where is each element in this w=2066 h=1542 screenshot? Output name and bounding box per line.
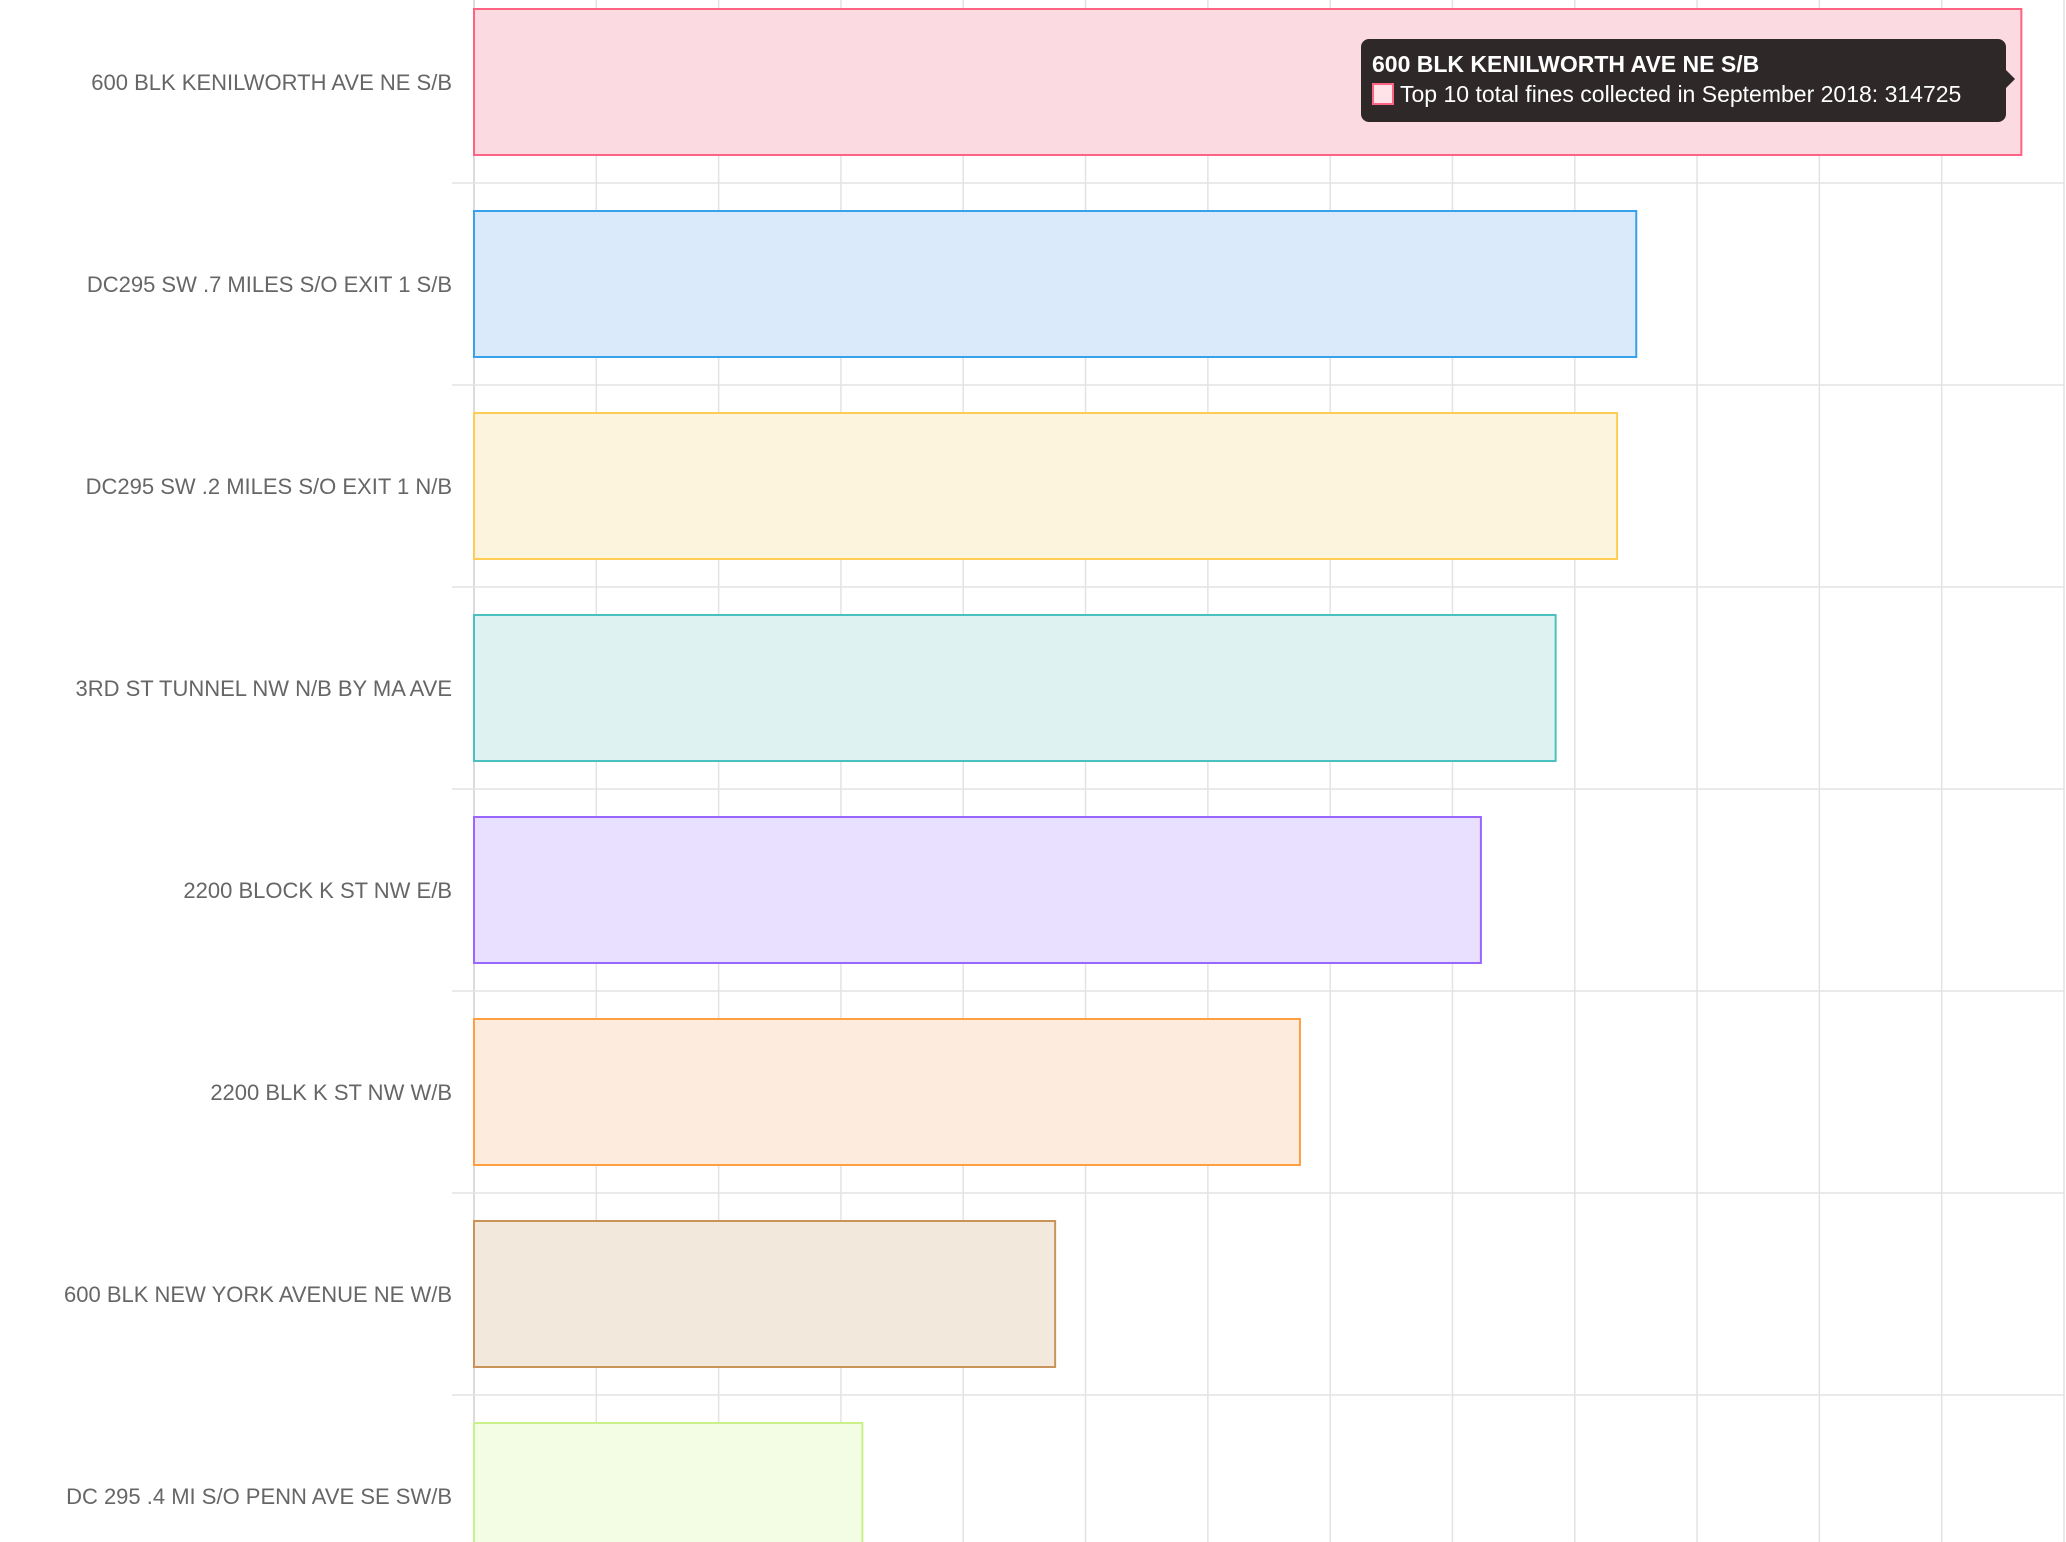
bar bbox=[473, 412, 1619, 560]
category-label: 600 BLK KENILWORTH AVE NE S/B bbox=[91, 70, 452, 95]
category-label: 3RD ST TUNNEL NW N/B BY MA AVE bbox=[75, 676, 452, 701]
tooltip: 600 BLK KENILWORTH AVE NE S/B Top 10 tot… bbox=[1361, 39, 2015, 122]
bar bbox=[473, 1422, 864, 1542]
bar bbox=[473, 614, 1557, 762]
category-label: 2200 BLK K ST NW W/B bbox=[210, 1080, 452, 1105]
bar bbox=[473, 210, 1638, 358]
bars bbox=[473, 8, 2023, 1542]
bar bbox=[473, 1220, 1057, 1368]
category-label: 600 BLK NEW YORK AVENUE NE W/B bbox=[64, 1282, 452, 1307]
category-label: 2200 BLOCK K ST NW E/B bbox=[183, 878, 452, 903]
tooltip-color-swatch bbox=[1372, 83, 1394, 105]
bar bbox=[473, 816, 1482, 964]
category-labels: 600 BLK KENILWORTH AVE NE S/B DC295 SW .7… bbox=[64, 70, 452, 1509]
tooltip-row: Top 10 total fines collected in Septembe… bbox=[1372, 79, 1995, 109]
tooltip-value-text: Top 10 total fines collected in Septembe… bbox=[1400, 81, 1962, 107]
category-label: DC295 SW .2 MILES S/O EXIT 1 N/B bbox=[86, 474, 452, 499]
bar bbox=[473, 1018, 1301, 1166]
tooltip-title: 600 BLK KENILWORTH AVE NE S/B bbox=[1372, 51, 1760, 77]
category-label: DC295 SW .7 MILES S/O EXIT 1 S/B bbox=[87, 272, 452, 297]
category-label: DC 295 .4 MI S/O PENN AVE SE SW/B bbox=[66, 1484, 452, 1509]
